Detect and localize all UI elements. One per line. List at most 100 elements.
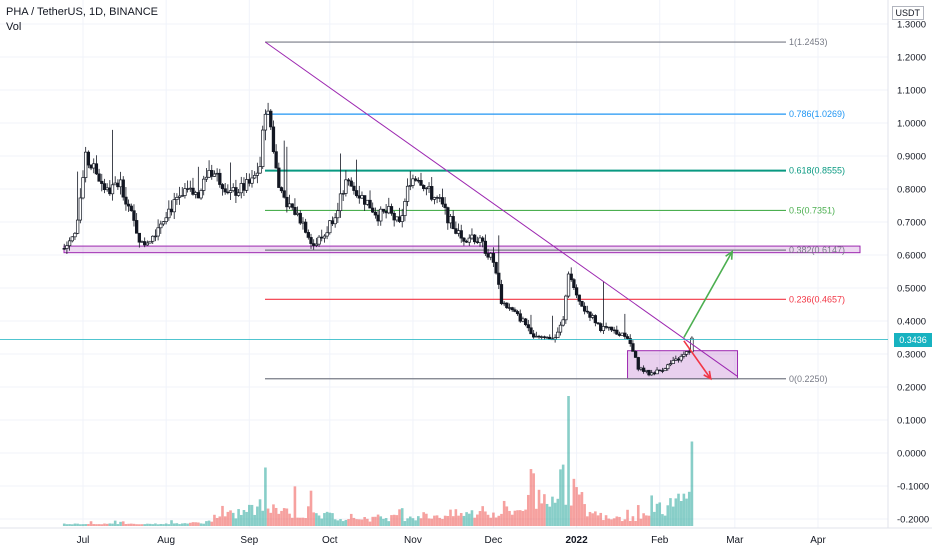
candle-body xyxy=(253,175,257,179)
volume-bar xyxy=(143,524,146,526)
candle-body xyxy=(124,196,128,205)
candle xyxy=(314,237,319,248)
candle xyxy=(599,322,603,333)
candle xyxy=(577,294,581,305)
candle-body xyxy=(159,223,163,229)
volume-bar xyxy=(258,499,262,526)
price-axis[interactable]: 1.3000 1.2000 1.1000 1.0000 0.9000 0.8000 0.70… xyxy=(897,20,929,526)
candle-body xyxy=(290,203,294,208)
volume-bar xyxy=(395,515,399,526)
candle-body xyxy=(196,192,200,199)
candle xyxy=(303,218,308,234)
candle-body xyxy=(344,179,348,194)
volume-bar xyxy=(661,514,664,526)
volume-bar xyxy=(548,506,552,526)
candle xyxy=(100,173,104,192)
volume-bar xyxy=(674,498,678,526)
fib-label: 0.382(0.6147) xyxy=(789,245,845,255)
volume-bar xyxy=(215,517,219,526)
candle xyxy=(556,327,560,339)
volume-bar xyxy=(355,519,358,526)
volume-bar xyxy=(446,515,450,526)
volume-bar xyxy=(417,516,420,526)
candle xyxy=(212,170,217,177)
candle xyxy=(408,171,412,191)
volume-bar xyxy=(352,517,356,526)
drawings xyxy=(0,41,888,381)
x-tick-label: Mar xyxy=(726,535,744,546)
candle xyxy=(271,120,276,154)
volume-bar xyxy=(309,490,313,526)
volume-bar xyxy=(513,510,517,526)
volume-bar xyxy=(65,524,69,526)
candle-body xyxy=(287,203,292,208)
volume-bar xyxy=(650,495,653,526)
volume-bar xyxy=(532,473,535,526)
currency-badge[interactable]: USDT xyxy=(891,6,924,20)
volume-bar xyxy=(561,464,565,526)
volume-bar xyxy=(76,523,79,526)
candle-body xyxy=(599,323,603,331)
candle-body xyxy=(521,318,525,322)
candle xyxy=(470,228,474,240)
candle-body xyxy=(446,207,450,224)
candle-body xyxy=(94,163,99,175)
volume-bar xyxy=(655,503,659,526)
candle xyxy=(86,150,91,169)
volume-bar xyxy=(690,441,694,526)
candle-body xyxy=(601,326,606,331)
candle-body xyxy=(333,217,337,225)
candle-body xyxy=(389,206,394,214)
candle-body xyxy=(419,180,423,186)
candle xyxy=(379,206,383,226)
volume-bar xyxy=(457,515,460,526)
candle xyxy=(258,156,262,174)
candle xyxy=(440,188,445,207)
candle-body xyxy=(301,221,305,224)
time-axis[interactable]: Jul Aug Sep Oct Nov Dec 2022 Feb Mar Apr xyxy=(77,535,827,546)
candle xyxy=(416,177,420,184)
candle-body xyxy=(660,370,665,372)
volume-bar xyxy=(328,512,332,526)
x-tick-label: Feb xyxy=(651,535,669,546)
candle-body xyxy=(207,170,211,178)
candle xyxy=(156,219,160,241)
volume-bar xyxy=(443,515,447,526)
volume-bar xyxy=(521,510,525,526)
volume-bar xyxy=(95,524,98,526)
volume-bar xyxy=(312,512,315,526)
volume-bar xyxy=(642,513,645,526)
volume-bar xyxy=(543,494,546,526)
volume-bar xyxy=(631,516,635,526)
volume-label[interactable]: Vol xyxy=(6,21,22,33)
candle xyxy=(612,326,616,334)
volume-bar xyxy=(379,516,383,526)
candle-body xyxy=(368,199,372,209)
volume-bar xyxy=(481,506,484,526)
volume-bar xyxy=(339,519,342,526)
candle xyxy=(159,220,163,234)
volume-bar xyxy=(497,515,501,526)
candle-body xyxy=(129,205,133,212)
candle xyxy=(510,306,514,312)
y-tick-label: 0.2000 xyxy=(897,383,926,394)
volume-bar xyxy=(502,500,506,526)
volume-bar xyxy=(307,506,310,526)
candle-body xyxy=(639,367,643,370)
candle-body xyxy=(212,173,217,177)
y-tick-label: 0.8000 xyxy=(897,185,926,196)
candle-body xyxy=(548,336,552,340)
volume-bar xyxy=(567,396,570,526)
candle-body xyxy=(612,329,616,332)
zones xyxy=(63,245,861,380)
candle-body xyxy=(403,201,407,216)
candle xyxy=(537,334,541,339)
candle xyxy=(84,146,88,183)
candle xyxy=(609,326,614,333)
symbol-title[interactable]: PHA / TetherUS, 1D, BINANCE xyxy=(6,6,159,18)
volume-bar xyxy=(604,515,608,526)
candle-body xyxy=(223,188,227,193)
candle xyxy=(671,356,675,364)
